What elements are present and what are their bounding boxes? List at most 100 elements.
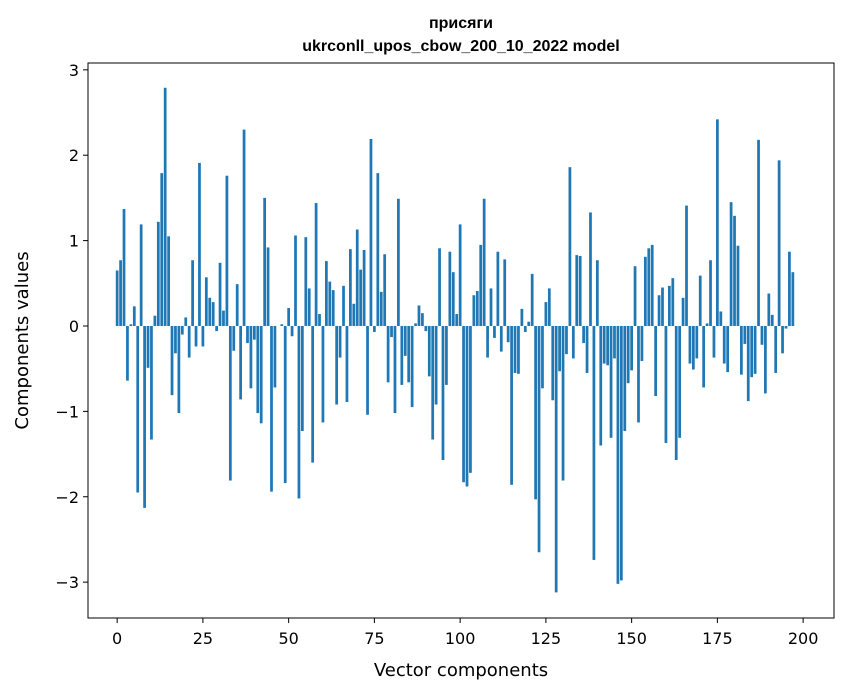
bar-component-9	[146, 325, 150, 368]
bar-component-14	[163, 87, 167, 326]
y-tick-label-1: 1	[69, 232, 79, 251]
bar-component-102	[465, 325, 469, 487]
bar-component-53	[297, 325, 301, 499]
bar-component-121	[530, 273, 534, 326]
bar-component-2	[122, 209, 126, 326]
bar-component-70	[355, 229, 359, 326]
bar-component-50	[287, 308, 291, 326]
bar-component-187	[757, 139, 760, 326]
bar-component-97	[448, 251, 452, 326]
bar-component-152	[637, 325, 640, 423]
bar-component-158	[657, 295, 661, 326]
y-axis-ticks: −3 −2 −1 0 1 2 3	[55, 61, 88, 592]
bar-component-74	[369, 138, 373, 326]
bar-component-140	[595, 260, 599, 326]
bar-component-111	[496, 251, 500, 326]
bar-component-65	[338, 325, 342, 358]
bar-component-73	[366, 325, 369, 415]
bar-component-116	[513, 325, 517, 373]
bar-component-37	[242, 129, 246, 326]
bar-component-126	[547, 288, 551, 326]
bar-component-27	[208, 297, 212, 326]
bar-component-55	[304, 237, 308, 326]
bar-component-63	[331, 290, 335, 326]
bar-component-45	[270, 325, 273, 492]
bar-component-36	[239, 325, 242, 400]
bar-component-170	[698, 275, 702, 326]
bar-component-180	[733, 215, 736, 326]
x-tick-label-0: 0	[112, 629, 122, 648]
bar-component-58	[314, 203, 318, 326]
bar-component-83	[400, 325, 404, 385]
bar-component-24	[198, 162, 201, 326]
bar-component-139	[592, 325, 596, 560]
bar-component-101	[462, 325, 465, 483]
bar-component-132	[568, 167, 572, 326]
bar-component-196	[788, 251, 791, 326]
x-axis-ticks: 0 25 50 75 100 125 150 175 200	[112, 618, 818, 648]
bar-component-56	[307, 288, 311, 326]
bar-component-195	[784, 325, 788, 329]
bar-component-154	[643, 256, 647, 326]
bar-component-69	[352, 303, 356, 326]
bar-component-6	[136, 325, 140, 493]
bar-component-31	[222, 310, 225, 326]
bar-component-168	[692, 325, 695, 370]
bar-component-21	[187, 325, 191, 358]
bar-component-88	[417, 305, 421, 326]
bar-component-66	[342, 285, 345, 326]
bar-component-33	[228, 325, 232, 481]
bar-component-76	[376, 173, 380, 326]
bar-component-32	[225, 175, 229, 326]
bar-component-137	[585, 325, 589, 373]
plot-area-frame	[87, 62, 835, 619]
bar-component-72	[362, 249, 366, 326]
bar-component-4	[129, 324, 133, 326]
bar-component-113	[503, 259, 507, 326]
bar-component-49	[283, 325, 287, 484]
bar-component-103	[469, 325, 472, 473]
bar-component-128	[554, 325, 558, 593]
y-tick-label-0: 0	[69, 317, 79, 336]
bar-component-184	[746, 325, 750, 402]
bar-component-77	[379, 291, 383, 326]
bar-component-29	[215, 325, 218, 332]
bar-component-146	[616, 325, 620, 584]
bar-component-130	[561, 325, 565, 481]
bar-component-80	[390, 325, 393, 338]
bar-component-164	[678, 325, 682, 438]
bar-component-68	[349, 249, 352, 326]
x-tick-label-200: 200	[788, 629, 819, 648]
bar-component-183	[743, 325, 747, 344]
bar-component-197	[791, 272, 795, 326]
bar-component-5	[132, 306, 136, 326]
bar-component-52	[294, 235, 297, 326]
bar-component-143	[606, 325, 609, 366]
bar-component-112	[499, 325, 503, 352]
bar-component-167	[688, 325, 692, 364]
bar-component-156	[650, 244, 654, 326]
bar-component-86	[410, 325, 414, 408]
bar-component-8	[143, 325, 146, 508]
bar-component-82	[397, 198, 400, 326]
bar-component-106	[479, 244, 483, 326]
bar-component-122	[534, 325, 537, 500]
bar-component-185	[750, 325, 754, 378]
bar-component-165	[681, 297, 685, 326]
bar-component-169	[695, 325, 699, 359]
bar-component-157	[654, 325, 658, 396]
bar-component-181	[736, 245, 740, 326]
x-tick-label-50: 50	[278, 629, 298, 648]
bar-component-175	[716, 119, 719, 326]
bar-component-1	[119, 260, 122, 326]
bar-component-136	[582, 325, 585, 344]
bar-component-173	[709, 260, 712, 326]
bar-component-40	[252, 325, 256, 340]
x-tick-label-175: 175	[702, 629, 733, 648]
bar-component-28	[211, 302, 215, 326]
bar-component-124	[541, 325, 544, 389]
bar-component-145	[613, 325, 616, 359]
chart-subtitle: ukrconll_upos_cbow_200_10_2022 model	[302, 38, 619, 55]
bar-component-134	[575, 255, 579, 326]
